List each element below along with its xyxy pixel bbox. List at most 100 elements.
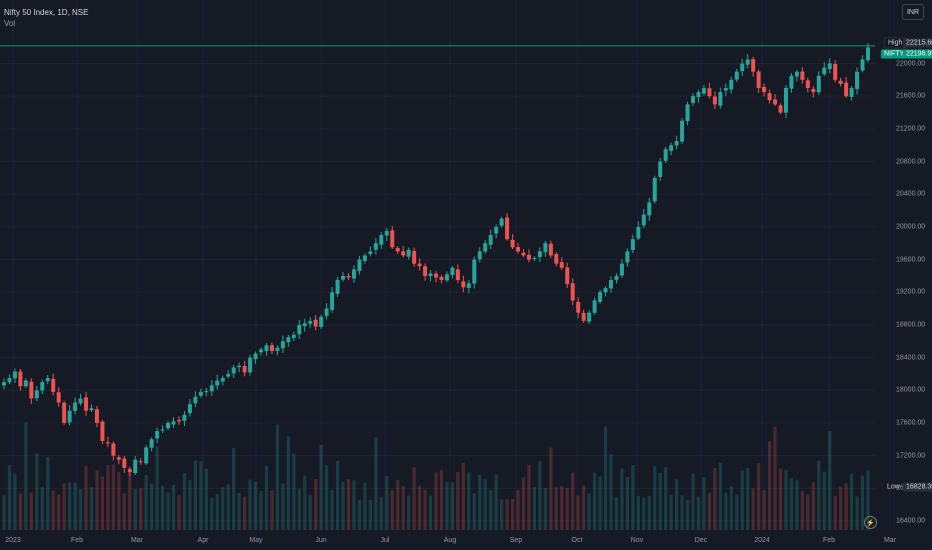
candle-body	[253, 353, 258, 360]
volume-bar	[434, 472, 438, 530]
candle-body	[51, 378, 56, 392]
candle-body	[641, 214, 646, 226]
volume-bar	[314, 478, 318, 530]
volume-bar	[428, 495, 433, 530]
volume-bar	[40, 486, 44, 530]
candle-body	[805, 80, 810, 89]
candle-body	[269, 345, 274, 352]
lightning-icon[interactable]: ⚡	[864, 516, 877, 529]
candle-body	[701, 88, 706, 94]
candle-body	[78, 398, 83, 404]
candle-body	[783, 88, 788, 113]
volume-bar	[795, 480, 799, 530]
candle-body	[198, 391, 203, 396]
candle-body	[89, 408, 94, 411]
candle-body	[264, 345, 269, 351]
candle-body	[680, 120, 685, 142]
volume-bar	[472, 493, 476, 530]
candle-body	[685, 104, 690, 122]
volume-bar	[598, 476, 602, 530]
volume-bar	[226, 484, 230, 530]
volume-bar	[483, 479, 487, 530]
candle-body	[122, 458, 127, 468]
candle-body	[45, 378, 50, 382]
candle-body	[598, 292, 603, 302]
low-label: Low	[887, 483, 900, 491]
volume-bar	[117, 472, 121, 530]
candle-body	[630, 239, 635, 251]
candle-body	[319, 316, 324, 327]
volume-bar	[811, 482, 815, 530]
volume-bar	[510, 499, 515, 530]
volume-bar	[565, 488, 569, 530]
candle-body	[62, 402, 67, 423]
time-tick-label: Feb	[70, 537, 84, 544]
candle-body	[297, 324, 302, 335]
candle-body	[822, 67, 827, 75]
volume-bar	[204, 468, 208, 530]
candle-body	[576, 301, 581, 313]
candle-body	[160, 429, 165, 431]
candle-body	[767, 93, 772, 101]
volume-bar	[757, 463, 761, 530]
volume-bar	[707, 492, 712, 530]
volume-bar	[160, 485, 165, 530]
volume-bar	[29, 492, 33, 530]
volume-bar	[396, 480, 400, 530]
volume-bar	[461, 462, 465, 530]
candle-body	[84, 397, 89, 411]
volume-bar	[385, 476, 389, 530]
candle-body	[729, 79, 734, 90]
candle-body	[543, 243, 548, 253]
time-tick-label: Nov	[630, 537, 644, 544]
candle-body	[718, 92, 723, 106]
volume-bar	[335, 460, 340, 530]
volume-bar	[658, 472, 662, 530]
price-tick-label: 21600.00	[896, 92, 926, 100]
candle-body	[565, 267, 570, 285]
currency-button[interactable]: INR	[902, 4, 924, 20]
candle-body	[587, 312, 592, 322]
volume-bar	[822, 471, 826, 530]
candle-body	[548, 243, 553, 256]
last-price-value: 22196.95	[903, 49, 932, 59]
volume-bar	[188, 480, 192, 530]
volume-bar	[68, 482, 72, 530]
volume-bar	[35, 453, 39, 530]
candle-body	[866, 47, 870, 61]
price-tick-label: 20000.00	[896, 223, 926, 231]
candle-body	[138, 461, 143, 463]
candle-body	[384, 230, 389, 236]
candle-body	[521, 252, 526, 256]
volume-bar	[401, 485, 405, 530]
volume-bar	[215, 493, 219, 530]
volume-bar	[128, 466, 132, 530]
volume-bar	[150, 483, 154, 530]
candle-body	[477, 251, 482, 260]
volume-bar	[521, 477, 526, 530]
volume-bar	[494, 474, 498, 530]
candle-body	[67, 410, 72, 423]
volume-bar	[46, 456, 50, 530]
volume-bar	[456, 471, 460, 530]
candle-body	[833, 63, 838, 80]
candle-body	[461, 281, 466, 288]
candle-body	[7, 378, 12, 383]
time-tick-label: Feb	[822, 537, 836, 544]
volume-bar	[100, 476, 105, 530]
candle-body	[516, 247, 521, 252]
volume-bar	[193, 460, 197, 530]
volume-bar	[303, 475, 307, 530]
candle-body	[603, 288, 608, 293]
candle-body	[778, 105, 783, 113]
candle-body	[505, 217, 510, 240]
candle-body	[537, 251, 542, 258]
volume-bar	[713, 468, 717, 530]
volume-bar	[729, 486, 733, 530]
volume-bar	[155, 446, 159, 530]
candle-body	[330, 292, 335, 310]
volume-bar	[439, 469, 444, 530]
candle-body	[187, 404, 192, 414]
candle-body	[193, 396, 198, 404]
